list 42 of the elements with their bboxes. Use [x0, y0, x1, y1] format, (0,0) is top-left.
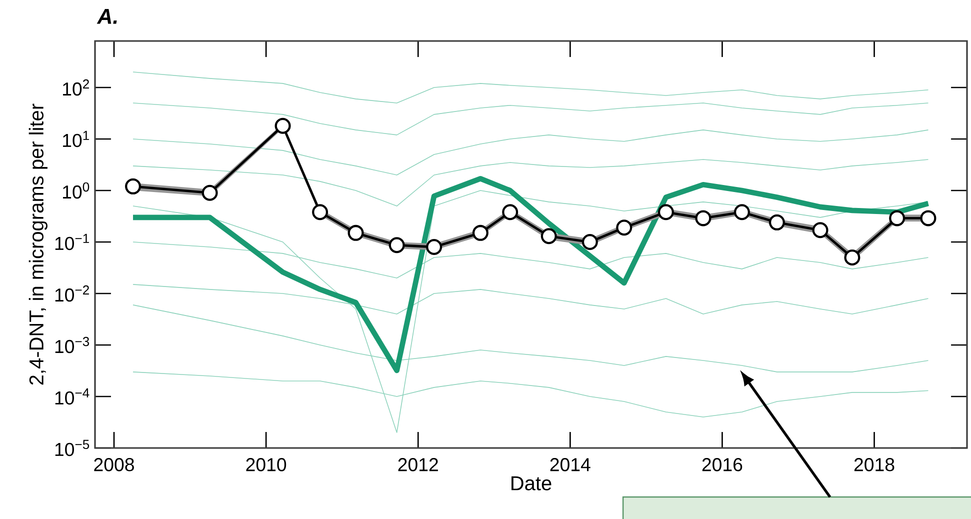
y-tick-label: 10$^{−3}$: [55, 336, 90, 354]
point: [920, 210, 936, 226]
x-tick-label: 2018: [854, 458, 894, 472]
line-series: [132, 130, 929, 176]
point: [540, 228, 557, 244]
y-tick-label: 10$^{2}$: [63, 79, 89, 96]
x-tick-label: 2016: [702, 458, 742, 472]
x-tick-label: 2010: [246, 458, 286, 472]
line-series: [132, 190, 929, 433]
point: [734, 204, 750, 220]
point: [812, 222, 828, 238]
y-tick-label: 10$^{1}$: [63, 130, 89, 148]
point: [616, 220, 632, 236]
y-tick-label: 10$^{−5}$: [55, 440, 90, 456]
y-axis-title: 2,4-DNT, in micrograms per liter: [28, 104, 48, 385]
point: [348, 224, 364, 241]
point: [502, 204, 518, 220]
x-axis-title: Date: [512, 476, 552, 490]
point: [695, 210, 712, 226]
point: [426, 238, 442, 255]
y-tick-label: 10$^{0}$: [63, 182, 90, 199]
x-tick-label: 2008: [94, 458, 134, 472]
line-series: [132, 102, 929, 136]
point: [768, 214, 785, 230]
chart-title: A.: [96, 9, 117, 24]
point: [125, 178, 142, 194]
point: [844, 250, 860, 266]
y-tick-label: 10$^{−2}$: [55, 285, 89, 302]
x-tick-label: 2014: [550, 458, 590, 472]
y-tick-label: 10$^{−1}$: [55, 234, 89, 250]
point: [202, 184, 218, 201]
point: [889, 210, 906, 226]
point: [274, 118, 291, 134]
y-tick-label: 10$^{−4}$: [55, 388, 90, 405]
line-series: [132, 72, 929, 104]
point: [388, 237, 405, 254]
x-tick-label: 2012: [398, 458, 438, 472]
line-series: [132, 159, 929, 206]
point: [658, 204, 674, 220]
point: [312, 204, 328, 220]
point: [582, 234, 598, 250]
point: [472, 224, 488, 241]
